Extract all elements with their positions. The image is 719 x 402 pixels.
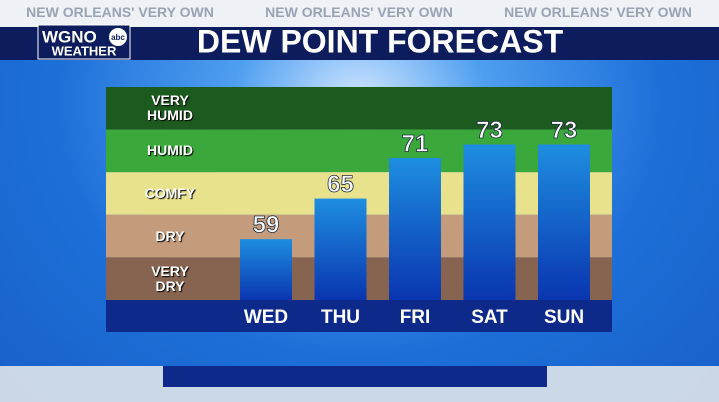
bar <box>538 144 590 300</box>
logo: WGNO <box>42 27 97 46</box>
band-label: COMFY <box>144 185 196 201</box>
value-label: 73 <box>551 117 578 144</box>
bar <box>389 158 441 300</box>
tagline: NEW ORLEANS' VERY OWN <box>26 4 214 20</box>
band <box>106 129 612 173</box>
lower-bar <box>163 366 547 387</box>
bar <box>240 239 292 300</box>
band-label: VERY HUMID <box>147 92 193 124</box>
tagline: NEW ORLEANS' VERY OWN <box>504 4 692 20</box>
value-label: 59 <box>253 211 280 238</box>
value-label: 73 <box>476 117 503 144</box>
x-tick-label: WED <box>244 307 288 328</box>
value-label: 65 <box>327 171 354 198</box>
bar <box>314 198 367 300</box>
category-bar <box>106 300 612 332</box>
band-label: VERY DRY <box>151 262 189 294</box>
x-tick-label: THU <box>321 307 360 328</box>
network: abc <box>111 33 125 42</box>
bar <box>463 144 516 300</box>
band-label: HUMID <box>147 142 193 159</box>
chart-title: DEW POINT FORECAST <box>197 23 564 59</box>
x-tick-label: SUN <box>544 307 584 328</box>
x-tick-label: FRI <box>400 307 431 328</box>
x-tick-label: SAT <box>471 307 508 328</box>
tagline: NEW ORLEANS' VERY OWN <box>265 4 453 20</box>
band-label: DRY <box>155 227 185 244</box>
band <box>106 87 612 130</box>
network-badge <box>109 28 127 46</box>
logo-sub: WEATHER <box>52 43 117 58</box>
value-label: 71 <box>402 130 429 157</box>
